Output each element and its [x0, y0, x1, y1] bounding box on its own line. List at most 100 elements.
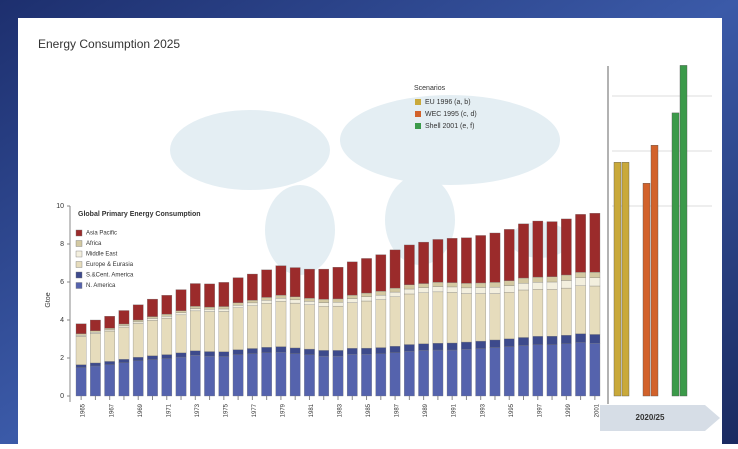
bar-segment — [90, 332, 101, 334]
bar-segment — [461, 287, 472, 294]
x-tick-label: 1987 — [395, 403, 401, 417]
bar-segment — [289, 296, 301, 301]
bar-segment — [90, 319, 101, 331]
bar-segment — [518, 277, 529, 284]
y-tick-label: 8 — [60, 241, 64, 248]
bar-segment — [446, 292, 458, 344]
bar-segment — [361, 258, 372, 294]
bar-segment — [503, 292, 515, 339]
bar-segment — [475, 348, 486, 397]
bar-segment — [304, 268, 315, 299]
bar-segment — [75, 367, 87, 397]
bar-segment — [218, 311, 230, 352]
bar-segment — [418, 350, 429, 397]
bar-segment — [475, 340, 486, 349]
bar-segment — [418, 292, 429, 344]
bar-segment — [389, 346, 401, 353]
bar-segment — [503, 285, 515, 293]
bar-segment — [561, 280, 572, 289]
bar-segment — [218, 282, 230, 307]
y-axis-title: Gtoe — [45, 292, 52, 307]
scenario-bar — [671, 112, 680, 397]
bar-segment — [190, 306, 201, 309]
bar-segment — [261, 303, 272, 348]
bar-segment — [575, 272, 586, 278]
bar-segment — [147, 355, 158, 360]
legend-swatch — [415, 111, 421, 117]
bar-segment — [218, 308, 230, 312]
bar-segment — [432, 239, 444, 283]
bar-segment — [361, 300, 372, 349]
legend-swatch — [415, 99, 421, 105]
scenario-bar — [679, 65, 688, 397]
x-tick-label: 1969 — [138, 403, 144, 417]
legend-label: Europe & Eurasia — [86, 262, 134, 268]
bar-segment — [389, 291, 401, 297]
bar-segment — [532, 282, 544, 290]
bar-segment — [304, 354, 315, 397]
x-tick-label: 1997 — [537, 403, 543, 417]
bar-segment — [190, 350, 201, 356]
bar-segment — [532, 344, 544, 397]
bar-segment — [361, 354, 372, 397]
bar-segment — [561, 343, 572, 397]
scenario-bar — [621, 162, 630, 397]
bar-segment — [446, 286, 458, 293]
bar-segment — [275, 294, 287, 299]
bar-segment — [118, 325, 130, 328]
bar-segment — [332, 305, 344, 351]
bar-segment — [104, 316, 115, 329]
bar-segment — [575, 342, 586, 397]
bar-segment — [589, 213, 601, 273]
bar-segment — [90, 365, 101, 397]
bar-segment — [532, 276, 544, 283]
bar-segment — [561, 274, 572, 281]
bar-segment — [461, 283, 472, 289]
x-tick-label: 1981 — [309, 403, 315, 417]
legend-title: Scenarios — [414, 85, 446, 92]
bar-segment — [247, 300, 258, 304]
x-tick-label: 1975 — [223, 403, 229, 417]
bar-segment — [90, 330, 101, 333]
bar-segment — [361, 296, 372, 302]
y-tick-label: 0 — [60, 393, 64, 400]
bar-segment — [489, 232, 501, 283]
bar-segment — [461, 349, 472, 397]
y-tick-label: 6 — [60, 279, 64, 286]
bar-segment — [532, 336, 544, 345]
legend-label: EU 1996 (a, b) — [425, 99, 471, 106]
bar-segment — [446, 282, 458, 288]
bar-segment — [118, 323, 130, 326]
legend-swatch — [75, 240, 83, 247]
x-tick-label: 1983 — [338, 403, 344, 417]
bar-segment — [132, 321, 144, 324]
bar-segment — [247, 305, 258, 349]
bar-segment — [475, 287, 486, 294]
bar-segment — [218, 351, 230, 357]
bar-segment — [161, 313, 173, 317]
bar-segment — [304, 301, 315, 305]
bar-segment — [361, 292, 372, 297]
bar-segment — [175, 289, 187, 311]
bar-segment — [232, 277, 244, 303]
bar-segment — [190, 310, 201, 351]
bar-segment — [389, 287, 401, 293]
bar-segment — [518, 223, 529, 279]
bar-segment — [118, 362, 130, 397]
bar-segment — [432, 343, 444, 351]
bar-segment — [218, 356, 230, 397]
bar-segment — [104, 330, 115, 362]
bar-segment — [132, 360, 144, 397]
bar-segment — [232, 305, 244, 308]
bar-segment — [90, 362, 101, 367]
x-tick-label: 1967 — [109, 403, 115, 417]
bar-segment — [118, 310, 130, 325]
bar-segment — [204, 311, 215, 352]
bar-segment — [118, 326, 130, 360]
bar-segment — [75, 333, 87, 336]
bar-segment — [332, 298, 344, 303]
bar-segment — [161, 354, 173, 359]
bar-segment — [190, 283, 201, 307]
legend-label: Middle East — [86, 252, 118, 258]
